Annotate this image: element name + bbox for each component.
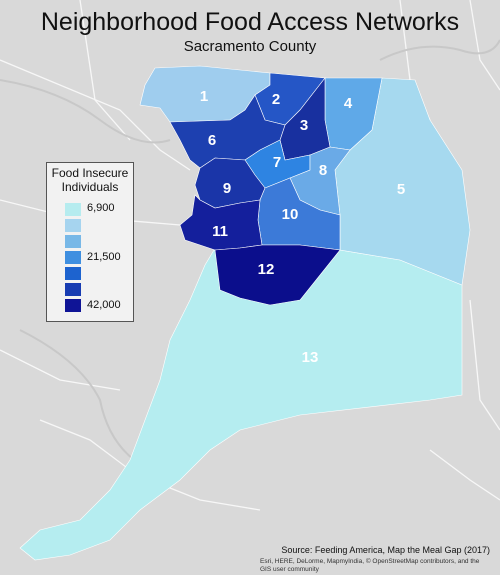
region-label-1: 1 <box>200 88 208 105</box>
legend-label-high: 42,000 <box>87 299 121 311</box>
region-label-9: 9 <box>223 180 231 197</box>
region-label-12: 12 <box>258 261 275 278</box>
legend-swatch-2 <box>65 219 81 232</box>
legend-swatch-4 <box>65 251 81 264</box>
region-label-7: 7 <box>273 154 281 171</box>
basemap <box>0 0 500 511</box>
region-labels: 1 2 3 4 5 6 7 8 9 10 11 12 13 <box>200 88 405 366</box>
source-note: Source: Feeding America, Map the Meal Ga… <box>281 545 490 555</box>
basemap-credits: Esri, HERE, DeLorme, MapmyIndia, © OpenS… <box>260 558 495 574</box>
legend-title-line1: Food Insecure <box>51 166 129 180</box>
legend-label-low: 6,900 <box>87 202 115 214</box>
map-subtitle: Sacramento County <box>183 38 317 55</box>
region-label-2: 2 <box>272 91 280 108</box>
credits-line2: GIS user community <box>260 566 319 573</box>
legend-swatch-1 <box>65 203 81 216</box>
legend: Food Insecure Individuals 6,900 21,500 4… <box>46 162 134 322</box>
legend-swatch-3 <box>65 235 81 248</box>
legend-swatch-7 <box>65 299 81 312</box>
legend-swatch-6 <box>65 283 81 296</box>
region-label-11: 11 <box>212 223 228 240</box>
basemap-rivers <box>0 39 500 471</box>
map-title: Neighborhood Food Access Networks <box>40 8 460 36</box>
legend-label-mid: 21,500 <box>87 251 121 263</box>
region-12[interactable] <box>214 244 341 306</box>
region-label-13: 13 <box>302 349 319 366</box>
credits-line1: Esri, HERE, DeLorme, MapmyIndia, © OpenS… <box>260 558 480 565</box>
legend-title-line2: Individuals <box>61 180 119 194</box>
region-label-10: 10 <box>282 206 299 223</box>
legend-title: Food Insecure Individuals <box>47 166 133 194</box>
region-label-3: 3 <box>300 117 308 134</box>
region-label-6: 6 <box>208 132 216 149</box>
region-label-8: 8 <box>319 162 327 179</box>
legend-swatch-5 <box>65 267 81 280</box>
region-label-4: 4 <box>344 95 353 112</box>
region-label-5: 5 <box>397 181 405 198</box>
